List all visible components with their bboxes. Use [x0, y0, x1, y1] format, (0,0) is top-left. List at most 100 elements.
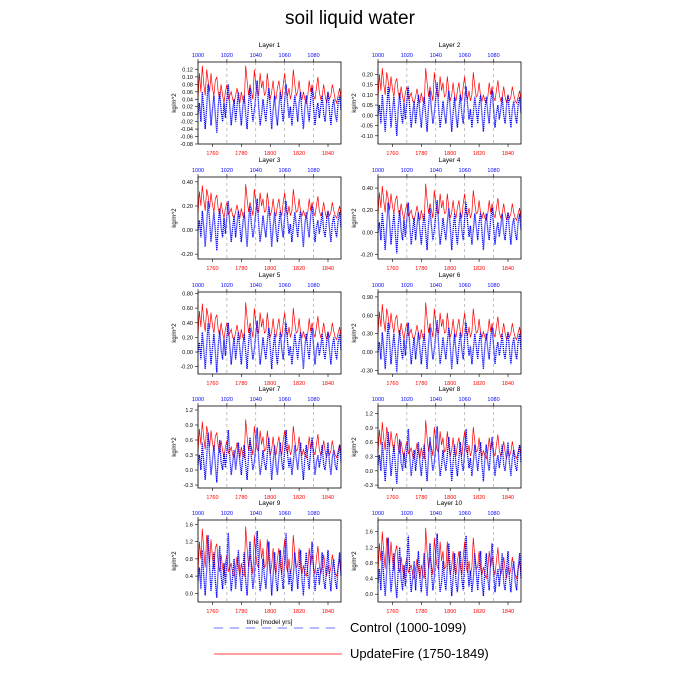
y-tick-label: 0.20 [362, 72, 373, 78]
x-top-tick-label: 1040 [250, 511, 262, 517]
y-tick-label: 1.2 [185, 408, 193, 414]
y-tick-label: 0.00 [362, 350, 373, 356]
panel-layer-2: 1760 1780 1800 1820 1840 1000 1020 1040 1060 1080… [352, 42, 522, 157]
y-tick-label: 0.80 [182, 291, 193, 297]
panel-frame [197, 405, 342, 489]
x-top-tick-label: 1000 [372, 283, 384, 289]
y-tick-label: -0.02 [180, 120, 193, 126]
x-bottom-tick-label: 1820 [473, 495, 485, 501]
y-tick-label: 0.00 [182, 350, 193, 356]
y-tick-label: 0.3 [365, 455, 373, 461]
y-tick-label: -0.08 [180, 142, 193, 148]
panel-frame [377, 61, 522, 145]
x-top-tick-label: 1080 [487, 168, 499, 174]
y-tick-label: 0.0 [365, 469, 373, 475]
y-tick-label: 0.15 [362, 83, 373, 89]
y-tick-label: 0.05 [362, 103, 373, 109]
y-tick-label: 1.2 [365, 412, 373, 418]
y-tick-label: 0.10 [362, 93, 373, 99]
x-bottom-tick-label: 1800 [264, 266, 276, 272]
x-top-tick-label: 1020 [401, 511, 413, 517]
x-bottom-tick-label: 1760 [206, 266, 218, 272]
y-tick-label: 0.90 [362, 295, 373, 301]
x-bottom-tick-label: 1820 [293, 495, 305, 501]
panel-title: Layer 1 [259, 42, 281, 49]
x-bottom-tick-label: 1820 [473, 151, 485, 157]
panel-layer-9: 1760 1780 1800 1820 1840 1000 1020 1040 1060 1080… [172, 500, 342, 626]
y-tick-label: -0.3 [184, 483, 193, 489]
y-tick-label: 0.20 [362, 208, 373, 214]
panel-frame [377, 519, 522, 603]
x-top-tick-label: 1040 [430, 53, 442, 59]
x-top-tick-label: 1040 [430, 283, 442, 289]
y-tick-label: 0.20 [182, 335, 193, 341]
x-bottom-tick-label: 1800 [444, 381, 456, 387]
x-bottom-tick-label: 1840 [322, 266, 334, 272]
y-axis-label: kg/m^2 [352, 437, 358, 457]
x-top-tick-label: 1080 [487, 53, 499, 59]
legend-label-updatefire: UpdateFire (1750-1849) [350, 646, 489, 661]
y-tick-label: 0.00 [182, 228, 193, 234]
panel-title: Layer 4 [439, 157, 461, 164]
y-tick-label: 0.12 [182, 67, 193, 73]
series-line-control [377, 82, 522, 136]
panel-frame [197, 176, 342, 260]
y-tick-label: 1.2 [365, 545, 373, 551]
x-bottom-tick-label: 1760 [206, 381, 218, 387]
x-bottom-tick-label: 1800 [444, 266, 456, 272]
x-top-tick-label: 1060 [279, 53, 291, 59]
x-bottom-tick-label: 1800 [264, 609, 276, 615]
x-top-tick-label: 1040 [250, 397, 262, 403]
x-bottom-tick-label: 1820 [293, 609, 305, 615]
y-tick-label: 0.08 [182, 82, 193, 88]
x-top-tick-label: 1040 [430, 397, 442, 403]
x-bottom-tick-label: 1840 [502, 381, 514, 387]
y-tick-label: 0.0 [185, 591, 193, 597]
x-bottom-tick-label: 1780 [415, 266, 427, 272]
x-top-tick-label: 1060 [459, 168, 471, 174]
y-tick-label: 0.60 [182, 306, 193, 312]
y-axis-label: kg/m^2 [172, 323, 178, 343]
y-tick-label: 0.9 [365, 426, 373, 432]
x-bottom-tick-label: 1780 [235, 266, 247, 272]
series-line-updatefire [197, 526, 342, 578]
series-line-updatefire [377, 183, 522, 222]
y-tick-label: -0.20 [180, 252, 193, 258]
x-bottom-tick-label: 1820 [473, 609, 485, 615]
x-top-tick-label: 1020 [221, 53, 233, 59]
x-top-tick-label: 1000 [372, 397, 384, 403]
y-tick-label: -0.10 [360, 134, 373, 140]
x-bottom-tick-label: 1780 [235, 495, 247, 501]
y-tick-label: 0.0 [185, 468, 193, 474]
panel-layer-3: 1760 1780 1800 1820 1840 1000 1020 1040 1060 1080… [172, 157, 342, 272]
x-top-tick-label: 1080 [307, 283, 319, 289]
panel-frame [197, 61, 342, 145]
y-tick-label: -0.06 [180, 135, 193, 141]
y-tick-label: 0.8 [185, 557, 193, 563]
y-axis-label: kg/m^2 [352, 208, 358, 228]
x-top-tick-label: 1040 [250, 53, 262, 59]
y-tick-label: 0.6 [365, 440, 373, 446]
series-line-updatefire [197, 302, 342, 341]
y-tick-label: 0.20 [182, 204, 193, 210]
x-top-tick-label: 1040 [430, 168, 442, 174]
y-tick-label: -0.30 [360, 368, 373, 374]
series-line-control [377, 533, 522, 599]
x-bottom-tick-label: 1800 [444, 609, 456, 615]
y-tick-label: -0.04 [180, 127, 193, 133]
x-bottom-tick-label: 1820 [293, 266, 305, 272]
y-tick-label: 0.3 [185, 453, 193, 459]
x-bottom-tick-label: 1760 [386, 266, 398, 272]
x-top-tick-label: 1060 [459, 511, 471, 517]
panel-frame [377, 291, 522, 375]
x-bottom-tick-label: 1800 [264, 495, 276, 501]
x-top-tick-label: 1020 [401, 168, 413, 174]
x-bottom-tick-label: 1800 [444, 495, 456, 501]
y-tick-label: 0.06 [182, 90, 193, 96]
x-top-tick-label: 1000 [192, 397, 204, 403]
y-tick-label: 0.30 [362, 332, 373, 338]
panel-layer-1: 1760 1780 1800 1820 1840 1000 1020 1040 1060 1080… [172, 42, 342, 157]
y-tick-label: 0.40 [182, 180, 193, 186]
y-axis-label: kg/m^2 [172, 208, 178, 228]
